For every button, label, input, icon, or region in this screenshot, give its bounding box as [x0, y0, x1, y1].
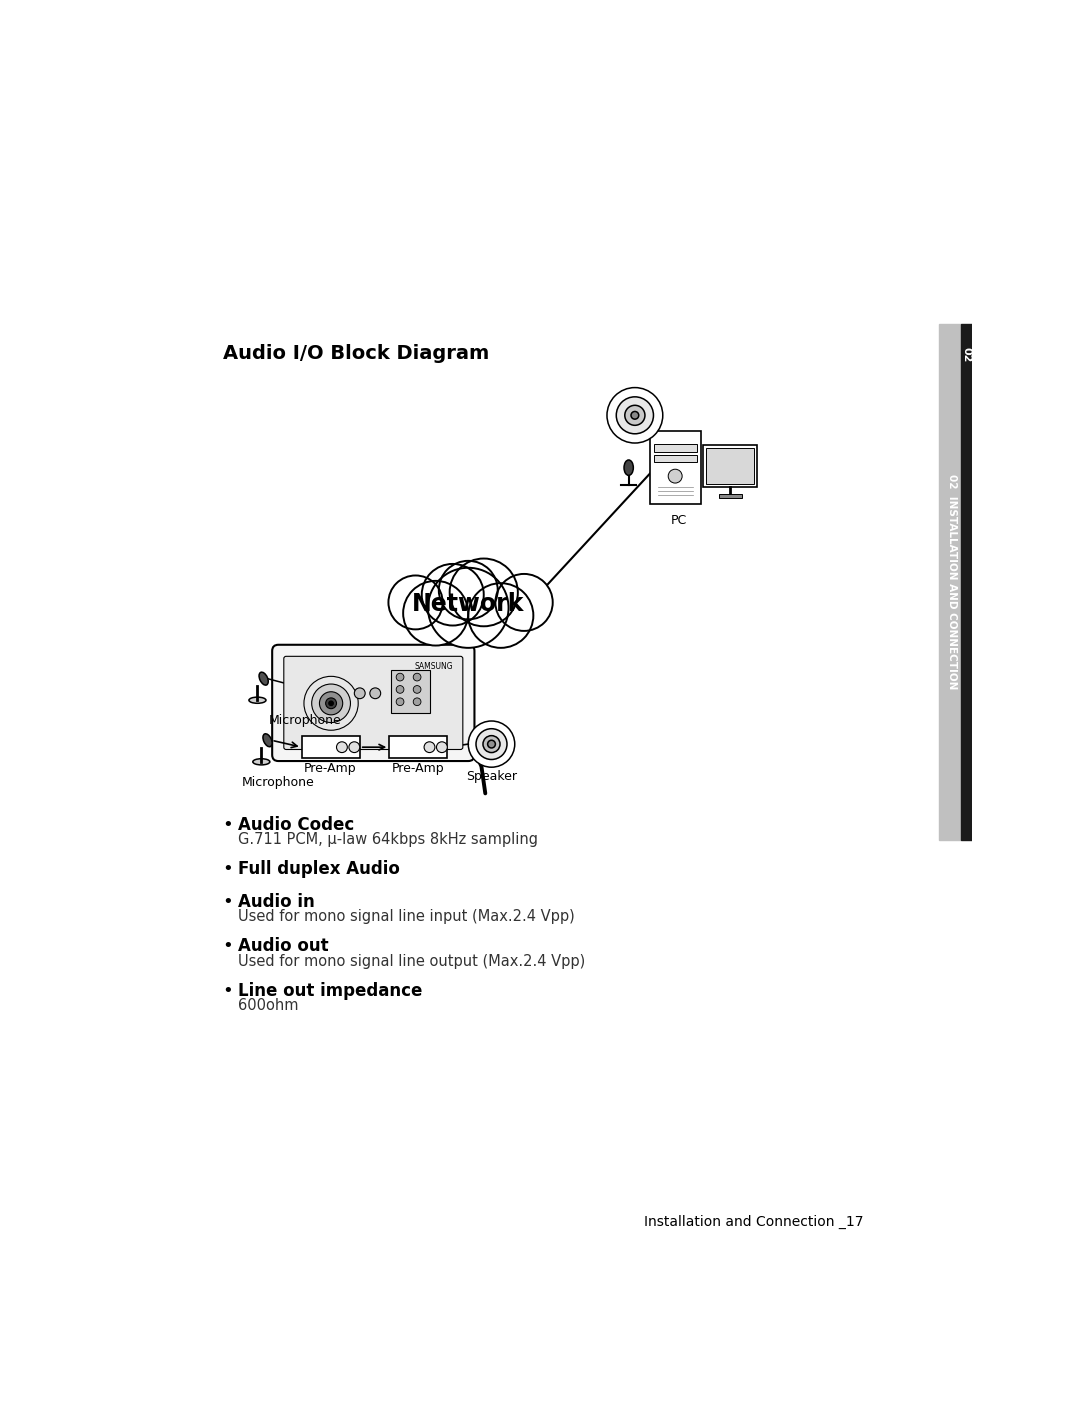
Text: 600ohm: 600ohm [238, 998, 298, 1014]
Circle shape [303, 676, 359, 730]
Bar [718, 493, 742, 498]
Ellipse shape [248, 697, 266, 703]
Bar [650, 431, 701, 503]
Circle shape [469, 583, 534, 648]
Circle shape [337, 742, 348, 752]
Bar [940, 324, 961, 840]
Circle shape [438, 561, 498, 619]
Text: Used for mono signal line input (Max.2.4 Vpp): Used for mono signal line input (Max.2.4… [238, 909, 575, 923]
Text: •: • [222, 937, 233, 956]
Text: SAMSUNG: SAMSUNG [414, 662, 453, 670]
Circle shape [396, 699, 404, 706]
Circle shape [414, 686, 421, 693]
Circle shape [396, 673, 404, 682]
Text: Used for mono signal line output (Max.2.4 Vpp): Used for mono signal line output (Max.2.… [238, 953, 585, 969]
Bar [703, 444, 757, 486]
Circle shape [369, 687, 380, 699]
Circle shape [476, 728, 507, 759]
Text: Network: Network [411, 592, 525, 617]
Text: •: • [222, 892, 233, 911]
Circle shape [424, 742, 435, 752]
Circle shape [396, 686, 404, 693]
Circle shape [428, 568, 509, 648]
Text: PC: PC [671, 515, 687, 527]
Text: Full duplex Audio: Full duplex Audio [238, 860, 400, 878]
Text: G.711 PCM, μ-law 64kbps 8kHz sampling: G.711 PCM, μ-law 64kbps 8kHz sampling [238, 831, 538, 847]
Text: 02  INSTALLATION AND CONNECTION: 02 INSTALLATION AND CONNECTION [947, 474, 957, 689]
Text: Pre-Amp: Pre-Amp [303, 762, 356, 775]
Text: •: • [222, 816, 233, 834]
Circle shape [488, 741, 496, 748]
Bar [654, 444, 697, 451]
Text: Audio Codec: Audio Codec [238, 816, 354, 834]
Text: 02: 02 [961, 346, 972, 362]
Circle shape [414, 673, 421, 682]
Ellipse shape [262, 734, 272, 747]
Circle shape [422, 564, 484, 625]
FancyBboxPatch shape [272, 645, 474, 761]
Circle shape [349, 742, 360, 752]
Circle shape [389, 575, 443, 629]
Text: Installation and Connection _17: Installation and Connection _17 [644, 1215, 864, 1229]
Circle shape [436, 742, 447, 752]
Bar [654, 454, 697, 462]
Bar [706, 448, 754, 484]
Circle shape [354, 687, 365, 699]
Ellipse shape [259, 672, 268, 686]
Circle shape [326, 699, 337, 708]
Bar [301, 737, 360, 758]
Circle shape [469, 721, 515, 768]
Text: Line out impedance: Line out impedance [238, 983, 422, 1000]
Circle shape [312, 684, 350, 723]
Circle shape [617, 397, 653, 434]
Circle shape [669, 469, 683, 484]
Circle shape [403, 581, 469, 646]
Text: Microphone: Microphone [242, 776, 314, 789]
Bar [389, 737, 447, 758]
Text: Speaker: Speaker [465, 771, 517, 783]
Text: Audio I/O Block Diagram: Audio I/O Block Diagram [222, 344, 489, 363]
Ellipse shape [624, 460, 633, 475]
Circle shape [631, 411, 638, 419]
Text: Microphone: Microphone [269, 714, 342, 727]
Text: Audio in: Audio in [238, 892, 315, 911]
Circle shape [449, 559, 517, 626]
Circle shape [496, 574, 553, 631]
Circle shape [625, 406, 645, 426]
Text: Pre-Amp: Pre-Amp [392, 762, 444, 775]
Circle shape [414, 699, 421, 706]
FancyBboxPatch shape [284, 656, 463, 749]
Text: Audio out: Audio out [238, 937, 328, 956]
Circle shape [607, 387, 663, 443]
Bar [391, 670, 430, 713]
Circle shape [320, 691, 342, 715]
Circle shape [328, 701, 334, 706]
Text: •: • [222, 983, 233, 1000]
Bar [961, 324, 972, 840]
Text: •: • [222, 860, 233, 878]
Ellipse shape [253, 759, 270, 765]
Circle shape [483, 735, 500, 752]
